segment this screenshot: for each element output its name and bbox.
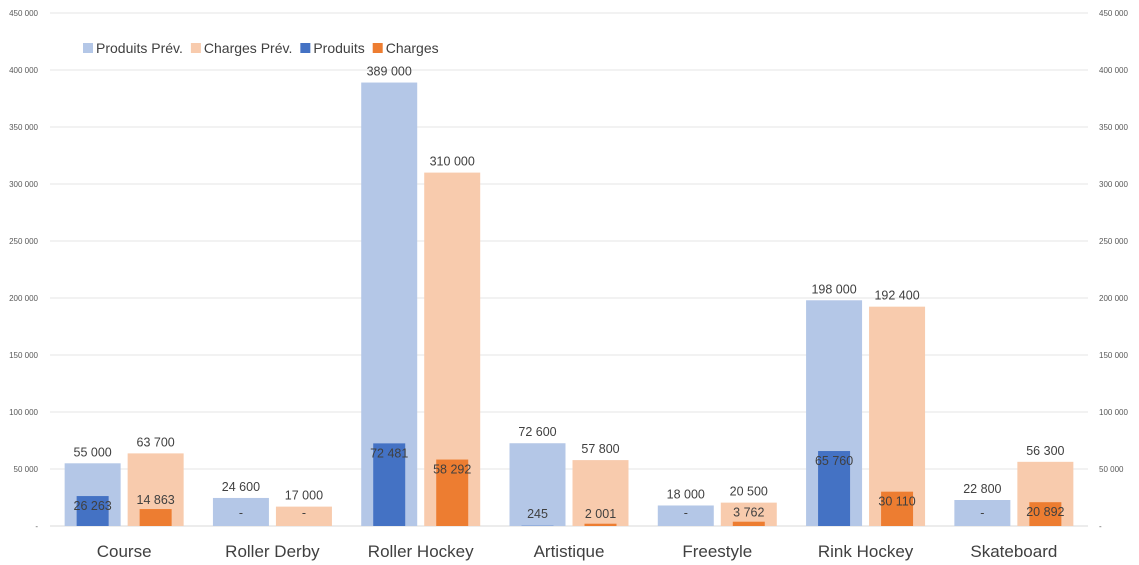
y-tick-label-right: 400 000: [1099, 66, 1128, 75]
y-tick-label-left: 50 000: [14, 465, 39, 474]
charges-label: 2 001: [585, 507, 616, 521]
y-tick-label-right: 100 000: [1099, 408, 1128, 417]
charges-prev-bar: [275, 506, 332, 526]
legend-label: Charges Prév.: [204, 40, 292, 56]
y-axis-left: - 50 000 100 000 150 000 200 000 250 000 300 0…: [9, 9, 38, 531]
charges-label: 3 762: [733, 506, 764, 520]
y-tick-label-left: 200 000: [9, 294, 38, 303]
legend-label: Produits Prév.: [96, 40, 183, 56]
produits-label: 65 760: [815, 454, 853, 468]
legend-swatch: [190, 43, 201, 53]
y-tick-label-right: 200 000: [1099, 294, 1128, 303]
produits-prev-label: 24 600: [222, 480, 260, 494]
charges-label: -: [302, 506, 306, 520]
legend-swatch: [83, 43, 93, 53]
charges-bar: [881, 491, 914, 526]
legend-swatch: [300, 43, 311, 53]
produits-label: 26 263: [74, 499, 112, 513]
x-category-label: Roller Derby: [225, 542, 320, 561]
x-category-label: Artistique: [534, 542, 605, 561]
y-tick-label-left: 300 000: [9, 180, 38, 189]
produits-prev-bar: [954, 500, 1011, 526]
charges-prev-label: 17 000: [285, 489, 323, 503]
produits-label: -: [980, 506, 984, 520]
produits-label: 72 481: [370, 446, 408, 460]
produits-prev-label: 18 000: [667, 487, 705, 501]
produits-label: -: [684, 506, 688, 520]
y-tick-label-left: 250 000: [9, 237, 38, 246]
x-axis-categories: Course Roller Derby Roller Hockey Artistiqu…: [97, 542, 1058, 561]
produits-prev-label: 72 600: [518, 425, 556, 439]
charges-bar: [584, 523, 617, 526]
charges-bar: [139, 509, 172, 526]
y-tick-label-right: 150 000: [1099, 351, 1128, 360]
charges-bar: [1029, 502, 1062, 526]
y-tick-label-left: 400 000: [9, 66, 38, 75]
produits-prev-label: 389 000: [367, 65, 412, 79]
y-tick-label-right: 450 000: [1099, 9, 1128, 18]
x-category-label: Freestyle: [682, 542, 752, 561]
produits-prev-label: 55 000: [74, 445, 112, 459]
x-category-label: Roller Hockey: [368, 542, 474, 561]
charges-prev-label: 63 700: [137, 435, 175, 449]
charges-prev-label: 310 000: [430, 155, 475, 169]
charges-prev-bar: [572, 460, 629, 526]
legend-label: Produits: [313, 40, 364, 56]
charges-label: 58 292: [433, 463, 471, 477]
produits-bar: [373, 443, 406, 526]
produits-prev-bar: [212, 497, 269, 526]
charges-label: 30 110: [878, 495, 915, 509]
charges-prev-label: 57 800: [581, 442, 619, 456]
charges-prev-label: 56 300: [1026, 444, 1064, 458]
charges-bar: [732, 521, 765, 526]
produits-label: 245: [527, 507, 548, 521]
y-tick-label-right: 350 000: [1099, 123, 1128, 132]
legend-swatch: [372, 43, 383, 53]
x-category-label: Course: [97, 542, 152, 561]
bars: [64, 82, 1074, 526]
charges-label: 14 863: [137, 493, 175, 507]
produits-bar: [76, 496, 109, 526]
produits-prev-bar: [509, 443, 566, 526]
produits-label: -: [239, 506, 243, 520]
data-labels: 55 000 63 700 26 263 14 863 24 600 17 000 - - 38…: [74, 65, 1065, 521]
gridlines: [50, 12, 1088, 527]
x-category-label: Skateboard: [970, 542, 1057, 561]
produits-prev-label: 198 000: [811, 282, 856, 296]
produits-prev-bar: [657, 505, 714, 526]
y-tick-label-right: 250 000: [1099, 237, 1128, 246]
charges-prev-label: 20 500: [730, 485, 768, 499]
y-tick-label-left: 350 000: [9, 123, 38, 132]
produits-bar: [818, 451, 851, 526]
charges-prev-bar: [720, 502, 777, 526]
charges-bar: [436, 459, 469, 526]
x-category-label: Rink Hockey: [818, 542, 914, 561]
legend: Produits Prév. Charges Prév. Produits Charg…: [83, 40, 439, 56]
y-tick-label-left: -: [35, 522, 38, 531]
y-axis-right: - 50 000 100 000 150 000 200 000 250 000 300 0…: [1099, 9, 1128, 531]
y-tick-label-right: -: [1099, 522, 1102, 531]
y-tick-label-left: 150 000: [9, 351, 38, 360]
produits-prev-label: 22 800: [963, 482, 1001, 496]
y-tick-label-left: 450 000: [9, 9, 38, 18]
y-tick-label-right: 300 000: [1099, 180, 1128, 189]
y-tick-label-right: 50 000: [1099, 465, 1124, 474]
charges-prev-label: 192 400: [874, 289, 919, 303]
charges-prev-bar: [869, 306, 926, 526]
y-tick-label-left: 100 000: [9, 408, 38, 417]
legend-label: Charges: [386, 40, 439, 56]
charges-label: 20 892: [1026, 505, 1064, 519]
